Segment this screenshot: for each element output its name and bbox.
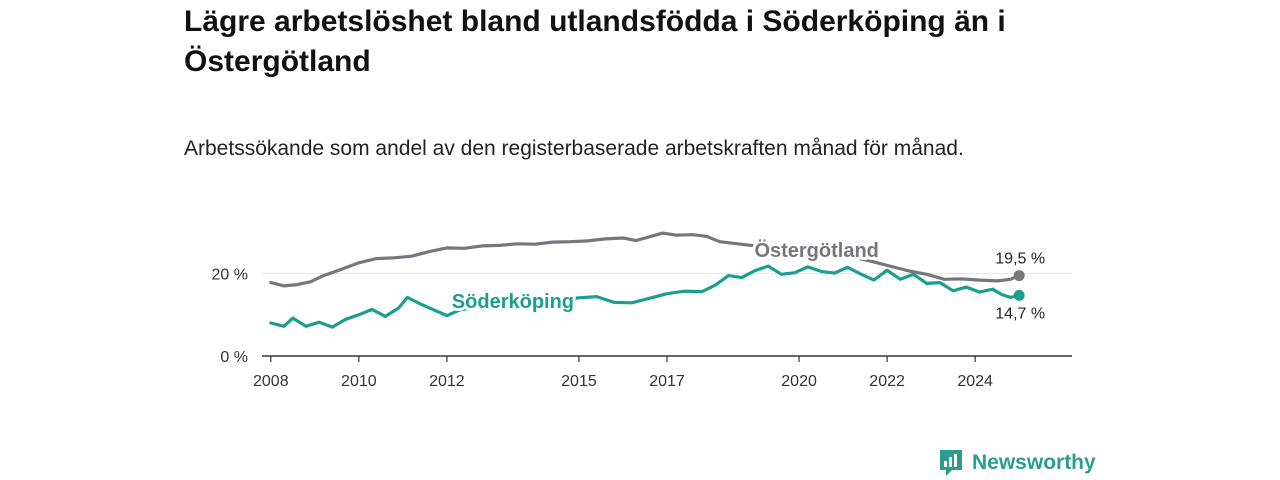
chart-subtitle: Arbetssökande som andel av den registerb… <box>184 137 964 160</box>
chart-title: Lägre arbetslöshet bland utlandsfödda i … <box>184 5 1006 78</box>
series-line-soderkoping <box>269 264 1021 329</box>
label-layer: ÖstergötlandÖstergötlandSöderköpingSöder… <box>449 236 1048 325</box>
x-tick-label: 2008 <box>253 373 289 390</box>
y-tick-label: 0 % <box>220 349 248 366</box>
x-tick-label: 2020 <box>781 373 817 390</box>
end-value-halo: 14,7 % <box>995 305 1045 322</box>
series-line-ostergotland <box>269 231 1021 288</box>
series-layer <box>269 231 1025 329</box>
x-tick-label: 2012 <box>429 373 465 390</box>
x-tick-label: 2017 <box>649 373 685 390</box>
x-tick-label: 2015 <box>561 373 597 390</box>
line-chart: 0 % 20 % 2008 2010 2012 2015 2017 2020 2022 2024… <box>212 231 1072 390</box>
x-tick-label: 2010 <box>341 373 377 390</box>
series-end-point <box>1013 289 1025 301</box>
series-end-point <box>1013 270 1025 282</box>
end-value-label: 14,7 % <box>995 305 1045 322</box>
end-value-halo: 19,5 % <box>995 251 1045 268</box>
series-name-halo: Östergötland <box>754 239 878 262</box>
y-axis: 0 % 20 % <box>212 267 1072 366</box>
y-tick-label: 20 % <box>212 267 248 284</box>
series-name-halo: Söderköping <box>452 291 574 313</box>
brand-name: Newsworthy <box>972 451 1096 474</box>
x-axis: 2008 2010 2012 2015 2017 2020 2022 2024 <box>253 355 1072 390</box>
series-name-label: Söderköping <box>452 291 574 313</box>
x-tick-label: 2024 <box>957 373 993 390</box>
end-value-label: 19,5 % <box>995 251 1045 268</box>
x-tick-label: 2022 <box>869 373 905 390</box>
newsworthy-logo: Newsworthy <box>938 448 1096 478</box>
newsworthy-logo-icon <box>940 450 962 476</box>
series-name-label: Östergötland <box>754 239 878 262</box>
